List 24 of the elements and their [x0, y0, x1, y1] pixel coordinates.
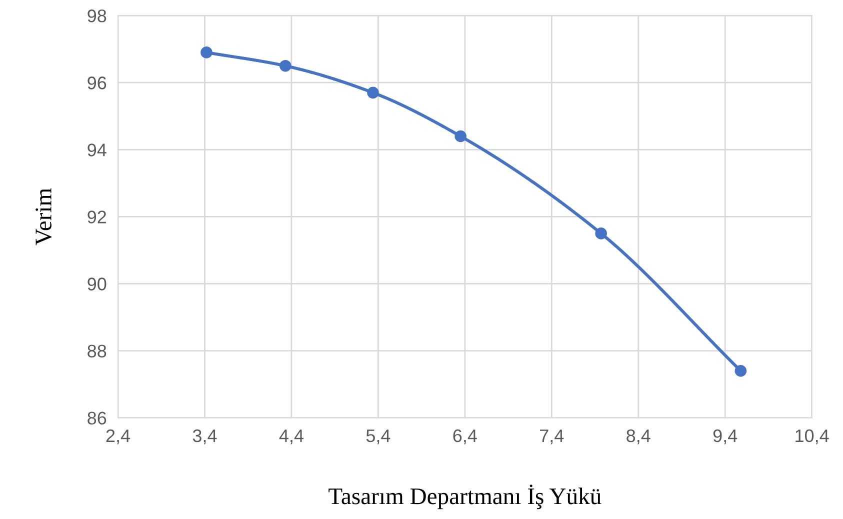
point	[200, 46, 212, 58]
x-tick-label: 4,4	[279, 430, 304, 444]
y-tick-label: 98	[88, 10, 106, 22]
x-tick-label: 10,4	[796, 429, 829, 444]
x-tick-label: 3,4	[192, 429, 217, 444]
x-tick-label: 9,4	[713, 429, 738, 444]
point	[454, 130, 466, 142]
point	[367, 86, 379, 99]
x-tick-label: 2,4	[106, 429, 130, 444]
y-axis-title: Verim	[36, 188, 52, 246]
y-tick-label: 88	[88, 344, 106, 358]
x-tick-label: 8,4	[626, 429, 650, 444]
point	[595, 228, 607, 240]
x-tick-label: 6,4	[453, 429, 477, 444]
point	[734, 364, 747, 377]
x-tick-label: 5,4	[366, 430, 390, 444]
point	[279, 60, 292, 72]
x-tick-label: 7,4	[540, 430, 564, 444]
y-tick-label: 90	[88, 278, 106, 290]
y-tick-label: 86	[88, 412, 106, 425]
x-axis-title: Tasarım Departmanı İş Yükü	[328, 484, 602, 510]
y-tick-label: 92	[88, 210, 106, 224]
y-tick-label: 96	[88, 76, 106, 90]
y-tick-label: 94	[88, 144, 106, 156]
